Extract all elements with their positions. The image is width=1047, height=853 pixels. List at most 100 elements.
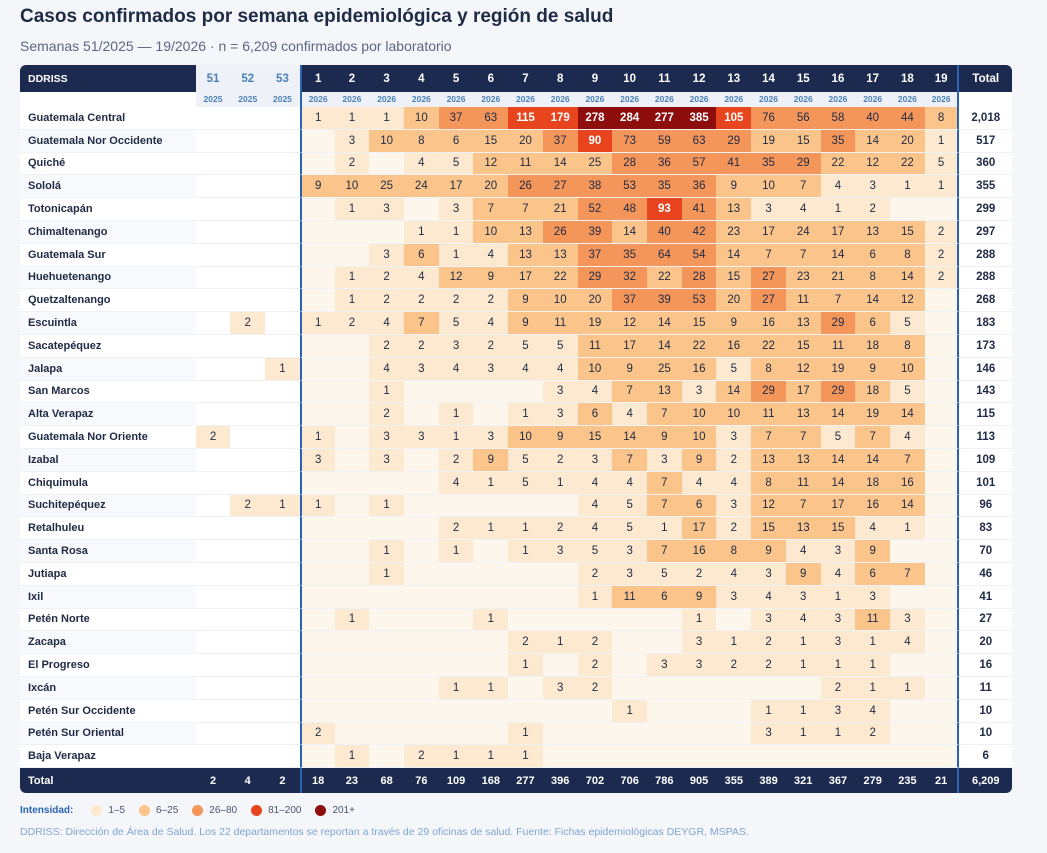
heat-cell bbox=[230, 562, 266, 586]
heat-cell: 1 bbox=[369, 380, 404, 404]
heat-cell: 3 bbox=[716, 426, 752, 449]
total-header-blank bbox=[959, 92, 1012, 107]
heat-cell: 56 bbox=[785, 107, 821, 130]
heat-cell bbox=[299, 152, 335, 176]
heat-cell: 4 bbox=[820, 562, 856, 586]
heat-cell bbox=[265, 129, 300, 153]
heat-cell: 14 bbox=[716, 243, 752, 267]
heat-cell bbox=[299, 608, 335, 632]
heat-cell: 7 bbox=[473, 198, 509, 221]
week-total: 786 bbox=[647, 768, 682, 794]
heat-cell bbox=[334, 585, 370, 609]
row-total: 115 bbox=[959, 403, 1012, 427]
heat-cell: 2 bbox=[195, 426, 231, 449]
heat-cell: 3 bbox=[577, 448, 613, 472]
heat-cell: 13 bbox=[785, 517, 821, 541]
heat-cell: 18 bbox=[855, 334, 891, 358]
heat-cell: 3 bbox=[890, 608, 925, 632]
heat-cell bbox=[924, 426, 960, 449]
table-row: Chimaltenango 1 1 10 13 26 39 14 40 42 23 17 24 17 13 1… bbox=[20, 220, 1012, 244]
heat-cell: 4 bbox=[577, 471, 613, 495]
heat-cell: 35 bbox=[820, 129, 856, 153]
heat-cell bbox=[890, 654, 925, 677]
region-name: Baja Verapaz bbox=[20, 745, 196, 769]
row-total: 288 bbox=[959, 266, 1012, 290]
table-row: Totonicapán 1 3 3 7 7 21 52 48 93 41 13 3 4 1 2 299 bbox=[20, 198, 1012, 221]
heat-cell: 7 bbox=[785, 243, 821, 267]
heat-cell: 28 bbox=[681, 266, 717, 290]
heat-cell bbox=[299, 699, 335, 723]
heat-cell bbox=[924, 562, 960, 586]
heat-cell: 9 bbox=[508, 289, 543, 313]
heat-cell: 1 bbox=[473, 676, 509, 700]
heat-cell: 1 bbox=[473, 517, 509, 541]
week-total: 2 bbox=[265, 768, 300, 794]
heat-cell: 9 bbox=[647, 426, 682, 449]
heat-cell bbox=[230, 357, 266, 381]
region-name: Jutiapa bbox=[20, 562, 196, 586]
heat-cell: 21 bbox=[820, 266, 856, 290]
heat-cell: 2 bbox=[230, 494, 266, 518]
heat-cell: 3 bbox=[647, 654, 682, 677]
heat-cell: 15 bbox=[681, 312, 717, 335]
heat-cell bbox=[299, 517, 335, 541]
heat-cell bbox=[369, 517, 404, 541]
heat-cell bbox=[299, 334, 335, 358]
heat-cell: 1 bbox=[299, 426, 335, 449]
heat-cell bbox=[890, 540, 925, 563]
heat-cell: 25 bbox=[647, 357, 682, 381]
heat-cell bbox=[924, 608, 960, 632]
week-total: 389 bbox=[751, 768, 786, 794]
heat-cell: 6 bbox=[403, 243, 439, 267]
heat-cell bbox=[334, 517, 370, 541]
table-row: Petén Sur Occidente 1 1 1 3 4 10 bbox=[20, 699, 1012, 723]
heat-cell: 3 bbox=[751, 198, 786, 221]
heat-cell bbox=[265, 745, 300, 769]
heat-cell: 14 bbox=[647, 312, 682, 335]
heat-cell: 7 bbox=[785, 175, 821, 199]
heat-cell bbox=[299, 289, 335, 313]
table-row: Petén Sur Oriental 2 1 3 1 1 2 10 bbox=[20, 722, 1012, 746]
heat-cell: 4 bbox=[751, 585, 786, 609]
heat-cell: 7 bbox=[751, 243, 786, 267]
table-row: Izabal 3 3 2 9 5 2 3 7 3 9 2 13 13 14 14 7 109 bbox=[20, 448, 1012, 472]
heat-cell: 11 bbox=[785, 289, 821, 313]
heat-cell: 14 bbox=[542, 152, 578, 176]
heat-cell bbox=[924, 745, 960, 769]
table-row: Alta Verapaz 2 1 1 3 6 4 7 10 10 11 13 14 19 14 115 bbox=[20, 403, 1012, 427]
heat-cell bbox=[716, 745, 752, 769]
heat-cell bbox=[751, 745, 786, 769]
heat-cell: 1 bbox=[473, 608, 509, 632]
heat-cell bbox=[403, 562, 439, 586]
year-label: 2026 bbox=[577, 92, 613, 107]
legend-label: Intensidad: bbox=[20, 804, 74, 816]
heat-cell bbox=[230, 403, 266, 427]
heat-cell: 13 bbox=[785, 448, 821, 472]
region-name: Huehuetenango bbox=[20, 266, 196, 290]
heat-cell bbox=[195, 266, 231, 290]
region-name: Petén Sur Oriental bbox=[20, 722, 196, 746]
heat-cell: 1 bbox=[924, 129, 960, 153]
heat-cell: 26 bbox=[542, 220, 578, 244]
week-total: 109 bbox=[438, 768, 474, 794]
region-name: Chiquimula bbox=[20, 471, 196, 495]
heat-cell: 41 bbox=[716, 152, 752, 176]
heat-cell: 9 bbox=[855, 357, 891, 381]
grand-total: 6,209 bbox=[959, 768, 1012, 794]
heat-cell bbox=[195, 243, 231, 267]
region-name: Zacapa bbox=[20, 631, 196, 655]
year-label: 2025 bbox=[230, 92, 266, 107]
heat-cell: 4 bbox=[438, 357, 474, 381]
table-row: El Progreso 1 2 3 3 2 2 1 1 1 16 bbox=[20, 654, 1012, 677]
heat-cell: 22 bbox=[751, 334, 786, 358]
heat-cell: 2 bbox=[820, 676, 856, 700]
heat-cell: 9 bbox=[299, 175, 335, 199]
heat-cell: 20 bbox=[716, 289, 752, 313]
heat-cell bbox=[542, 608, 578, 632]
heat-cell: 22 bbox=[647, 266, 682, 290]
heat-cell: 14 bbox=[820, 243, 856, 267]
heat-cell: 10 bbox=[369, 129, 404, 153]
heat-cell bbox=[265, 562, 300, 586]
heat-cell bbox=[924, 517, 960, 541]
heat-cell bbox=[299, 357, 335, 381]
